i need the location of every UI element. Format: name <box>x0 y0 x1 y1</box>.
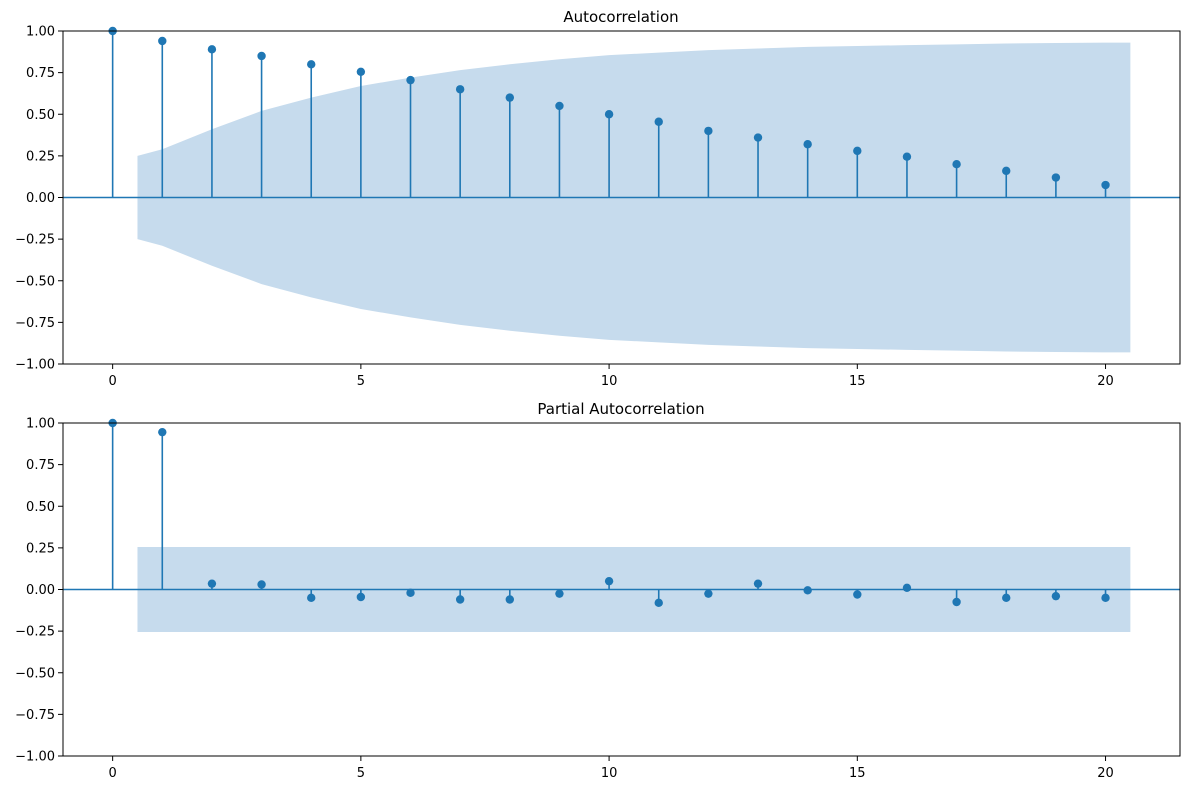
pacf-y-tick-label: −0.25 <box>15 625 55 640</box>
pacf-y-tick-label: 1.00 <box>26 417 55 432</box>
acf-x-tick-label: 20 <box>1097 374 1114 389</box>
acf-x-tick-label: 5 <box>357 374 365 389</box>
pacf-marker-lag-18 <box>1002 593 1011 603</box>
acf-marker-lag-7 <box>455 85 465 94</box>
acf-y-tick-label: 1.00 <box>26 25 55 40</box>
pacf-marker-lag-11 <box>654 598 663 608</box>
pacf-marker-lag-19 <box>1051 591 1061 601</box>
acf-marker-lag-11 <box>654 117 663 126</box>
partial-autocorrelation-panel: Partial Autocorrelation −1.00 −0.75 −0.50 −… <box>15 400 1181 781</box>
pacf-y-tick-label: 0.75 <box>26 458 55 473</box>
acf-marker-lag-19 <box>1051 173 1061 182</box>
pacf-marker-lag-5 <box>356 592 366 602</box>
acf-y-tick-label: 0.50 <box>26 108 55 123</box>
pacf-x-tick-label: 5 <box>357 766 365 781</box>
pacf-marker-lag-6 <box>406 588 415 598</box>
acf-marker-lag-18 <box>1002 166 1011 176</box>
pacf-marker-lag-8 <box>505 595 514 604</box>
partial-autocorrelation-title: Partial Autocorrelation <box>537 400 704 418</box>
pacf-x-tick-label: 15 <box>849 766 866 781</box>
acf-y-tick-label: −0.75 <box>15 316 55 331</box>
pacf-marker-lag-13 <box>753 579 763 588</box>
pacf-y-tick-label: 0.25 <box>26 541 55 556</box>
acf-marker-lag-12 <box>704 126 713 136</box>
pacf-y-tick-label: −0.75 <box>15 708 55 723</box>
acf-marker-lag-5 <box>356 67 366 76</box>
pacf-y-tick-label: −1.00 <box>15 750 55 765</box>
pacf-x-tick-label: 10 <box>601 766 618 781</box>
acf-marker-lag-2 <box>207 45 217 54</box>
pacf-marker-lag-17 <box>952 597 961 607</box>
pacf-marker-lag-20 <box>1101 593 1110 603</box>
pacf-marker-lag-3 <box>257 580 266 589</box>
autocorrelation-panel: Autocorrelation −1.00 −0.75 −0.50 −0.25 0.00… <box>15 8 1181 389</box>
acf-y-tick-label: 0.25 <box>26 149 55 164</box>
acf-y-tick-label: −1.00 <box>15 358 55 373</box>
acf-marker-lag-15 <box>853 146 862 156</box>
acf-marker-lag-16 <box>902 152 912 161</box>
acf-marker-lag-1 <box>158 36 167 46</box>
acf-y-tick-label: −0.50 <box>15 274 55 289</box>
pacf-x-tick-label: 0 <box>109 766 117 781</box>
acf-marker-lag-8 <box>505 93 514 102</box>
pacf-y-tick-label: 0.50 <box>26 500 55 515</box>
acf-marker-lag-3 <box>257 51 266 61</box>
pacf-marker-lag-9 <box>555 589 564 598</box>
autocorrelation-title: Autocorrelation <box>563 8 678 26</box>
acf-marker-lag-14 <box>803 140 812 149</box>
acf-marker-lag-13 <box>753 133 763 142</box>
acf-x-tick-label: 15 <box>849 374 866 389</box>
acf-marker-lag-9 <box>555 101 564 111</box>
acf-marker-lag-4 <box>307 60 316 69</box>
acf-x-tick-label: 10 <box>601 374 618 389</box>
pacf-y-tick-label: −0.50 <box>15 666 55 681</box>
pacf-marker-lag-7 <box>455 595 465 604</box>
pacf-marker-lag-1 <box>158 427 167 437</box>
pacf-marker-lag-15 <box>853 590 862 599</box>
acf-y-tick-label: 0.75 <box>26 66 55 81</box>
acf-marker-lag-6 <box>406 75 415 85</box>
pacf-marker-lag-12 <box>704 589 713 598</box>
pacf-marker-lag-14 <box>803 586 812 595</box>
pacf-marker-lag-4 <box>307 593 316 603</box>
pacf-marker-lag-10 <box>604 576 614 586</box>
acf-marker-lag-10 <box>604 110 614 119</box>
acf-y-tick-label: −0.25 <box>15 233 55 248</box>
pacf-marker-lag-2 <box>207 579 217 588</box>
acf-marker-lag-20 <box>1101 180 1110 190</box>
pacf-marker-lag-16 <box>902 583 912 593</box>
pacf-x-tick-label: 20 <box>1097 766 1114 781</box>
acf-marker-lag-17 <box>952 160 961 169</box>
acf-y-tick-label: 0.00 <box>26 191 55 206</box>
pacf-y-tick-label: 0.00 <box>26 583 55 598</box>
acf-x-tick-label: 0 <box>109 374 117 389</box>
